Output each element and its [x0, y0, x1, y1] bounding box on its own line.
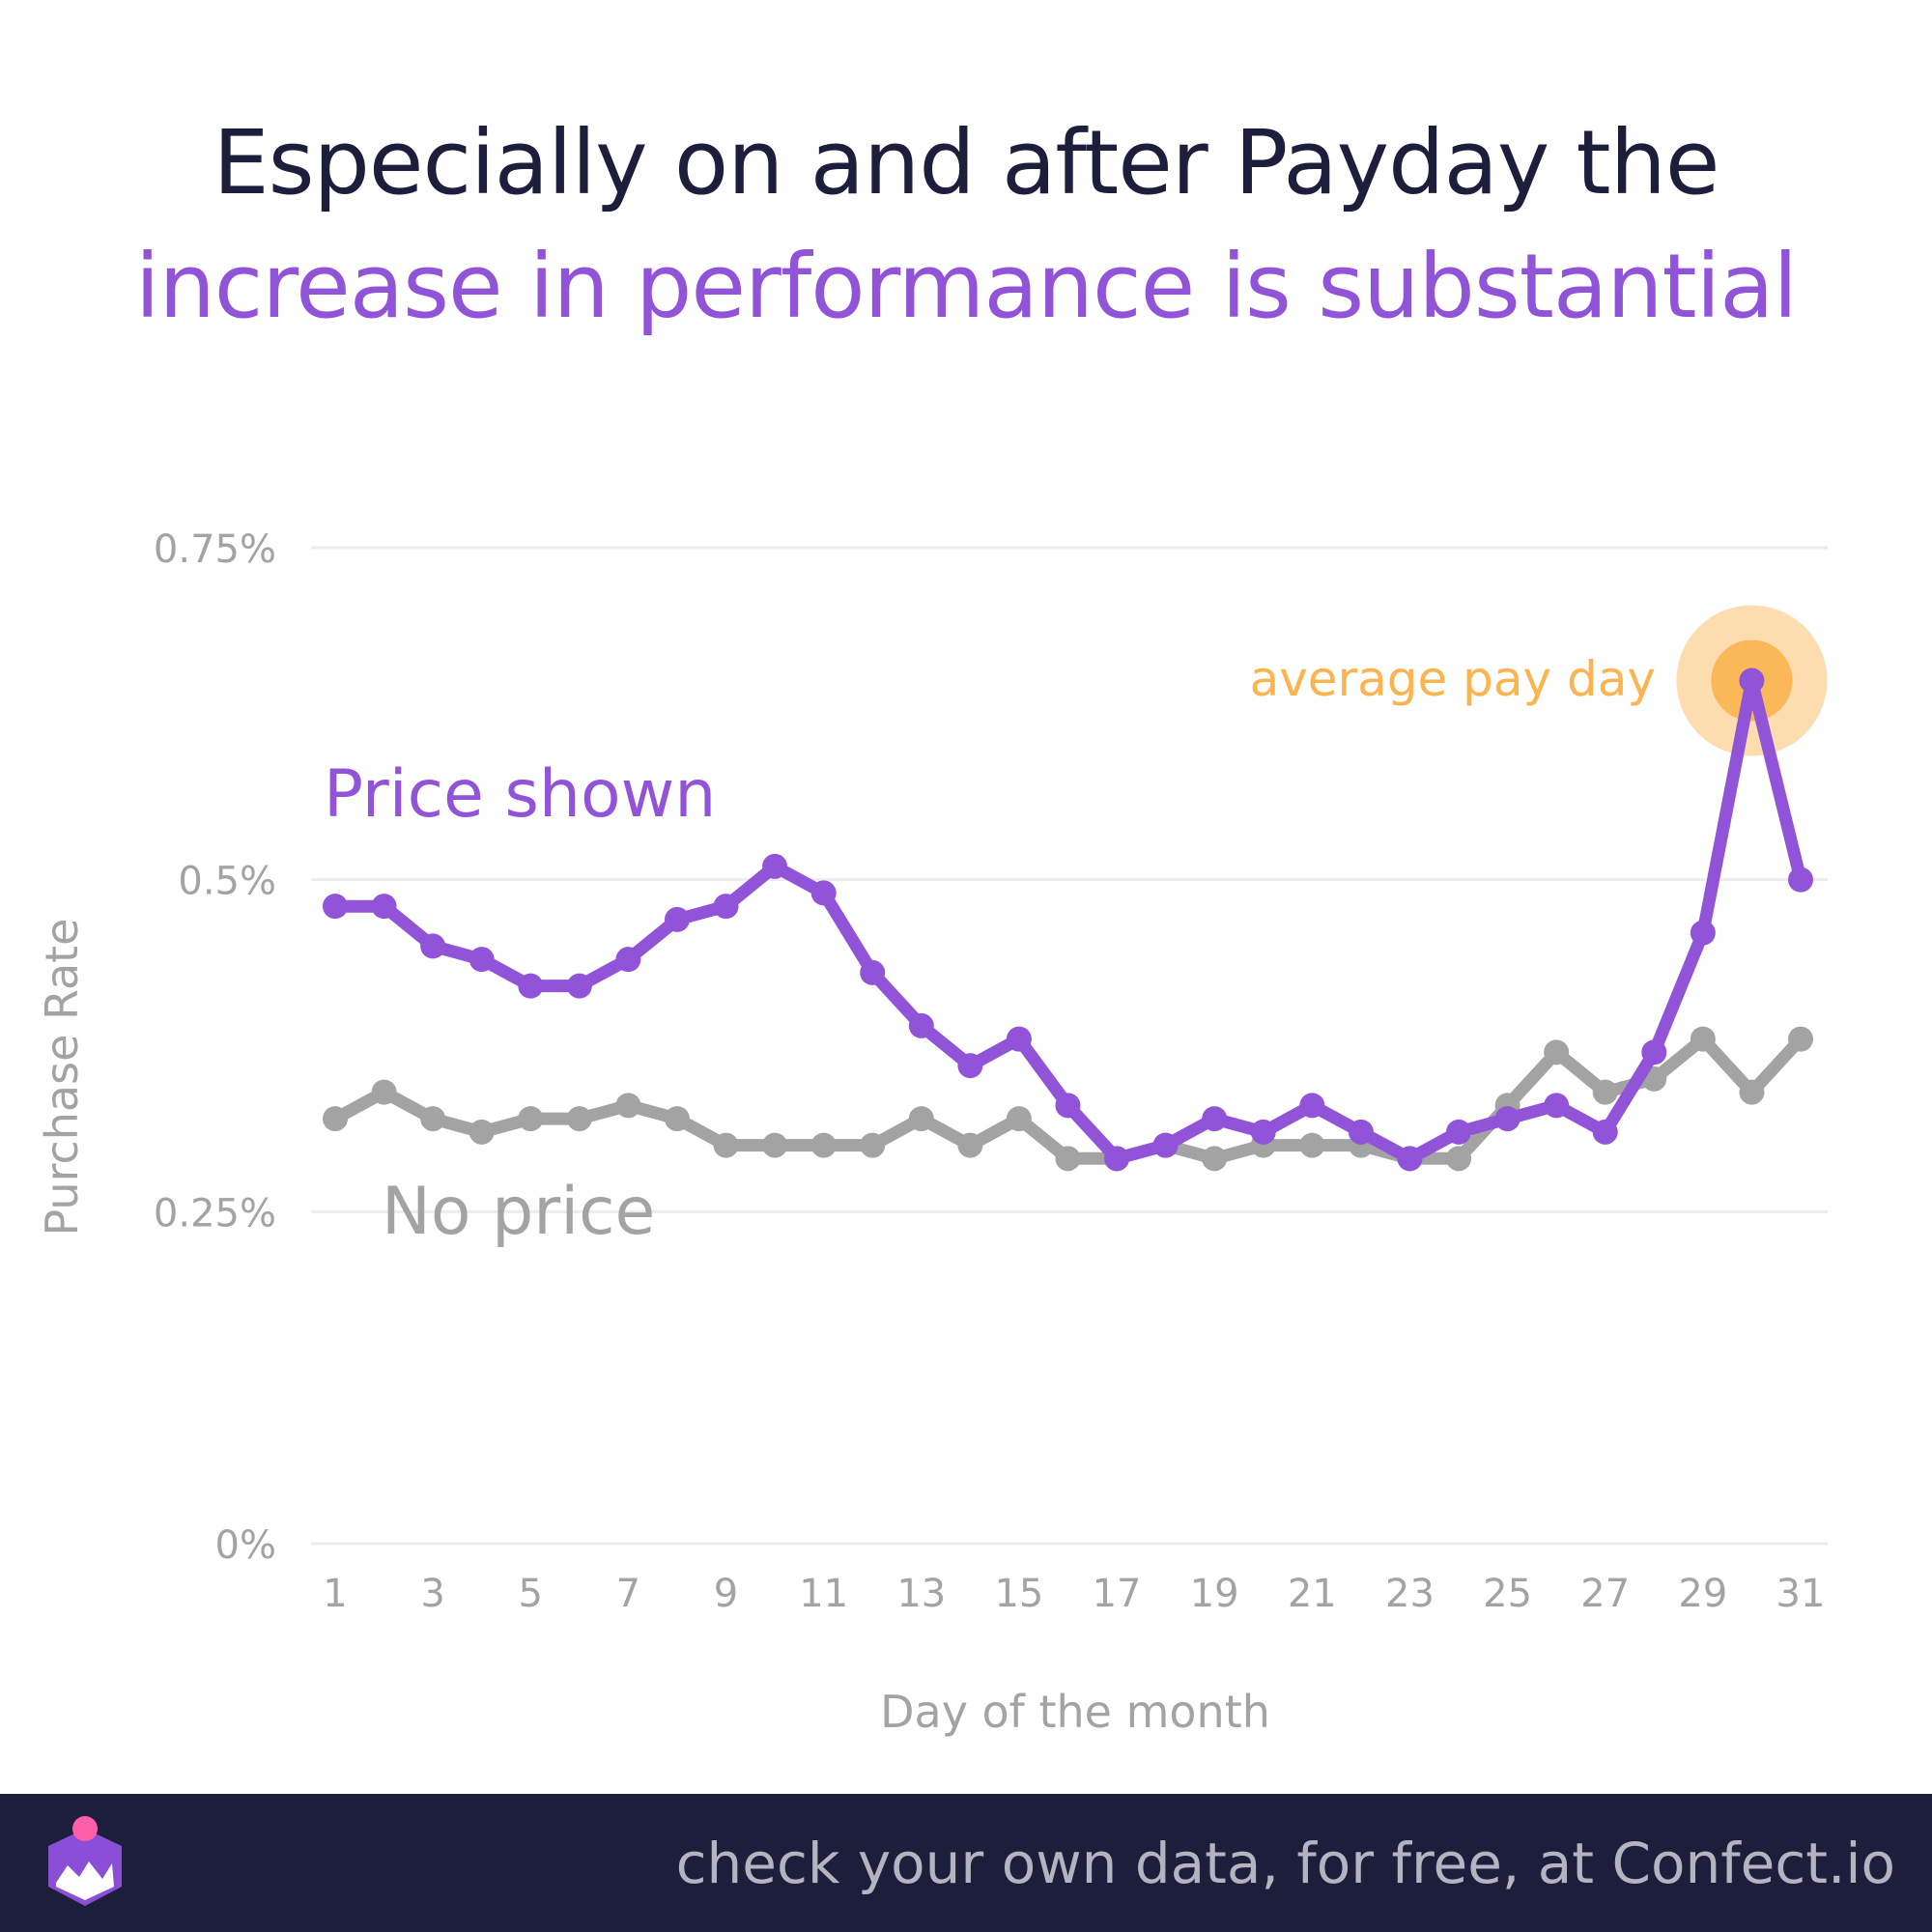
x-tick-label: 19 [1190, 1572, 1239, 1616]
data-point [810, 1132, 837, 1158]
data-point [1592, 1079, 1618, 1105]
data-point [469, 947, 495, 973]
data-point [1788, 1026, 1813, 1052]
title-block: Especially on and after Payday the incre… [0, 101, 1932, 349]
data-point [518, 973, 544, 999]
data-point [1494, 1106, 1520, 1132]
data-point [615, 1093, 641, 1119]
y-tick-label: 0.5% [178, 860, 276, 904]
data-point [1152, 1132, 1179, 1158]
data-point [1006, 1026, 1032, 1052]
x-axis-ticks: 1 3 5 7 9 11 13 15 17 19 21 23 25 27 29 31 [323, 1572, 1825, 1616]
x-tick-label: 29 [1678, 1572, 1727, 1616]
data-point [1446, 1119, 1472, 1145]
x-tick-label: 3 [420, 1572, 444, 1616]
y-axis-ticks: 0% 0.25% 0.5% 0.75% [154, 527, 276, 1568]
series-layer [323, 668, 1813, 1172]
data-point [957, 1132, 983, 1158]
x-tick-label: 11 [799, 1572, 848, 1616]
data-point [518, 1106, 544, 1132]
data-point [1641, 1039, 1667, 1065]
data-point [860, 959, 886, 985]
series-price-shown [323, 668, 1813, 1172]
data-point [1690, 1026, 1716, 1052]
data-point [323, 894, 348, 920]
data-point [1202, 1146, 1228, 1172]
data-point [1739, 1079, 1765, 1105]
data-point [1299, 1093, 1325, 1119]
annotation-average-pay-day: average pay day [1250, 651, 1656, 707]
data-point [713, 1132, 739, 1158]
series-label-no-price: No price [382, 1174, 655, 1250]
line-chart: 0%0.25%0.5%0.75% 1 3 5 7 9 11 13 15 17 19 21 23 25 27… [36, 527, 1828, 1738]
data-point [1739, 668, 1765, 694]
data-point [957, 1053, 983, 1079]
data-point [1544, 1039, 1570, 1065]
data-point [1250, 1119, 1276, 1145]
data-point [323, 1106, 348, 1132]
data-point [1348, 1119, 1374, 1145]
data-point [860, 1132, 886, 1158]
x-tick-label: 21 [1288, 1572, 1337, 1616]
x-axis-label: Day of the month [880, 1686, 1270, 1738]
footer-bar: check your own data, for free, at Confec… [0, 1794, 1932, 1932]
x-tick-label: 5 [519, 1572, 543, 1616]
x-tick-label: 13 [896, 1572, 946, 1616]
data-point [1006, 1106, 1032, 1132]
data-point [566, 973, 592, 999]
data-point [1202, 1106, 1228, 1132]
x-tick-label: 31 [1776, 1572, 1826, 1616]
data-point [1104, 1146, 1130, 1172]
data-point [371, 894, 397, 920]
chart-title-line-1: Especially on and after Payday the [213, 111, 1719, 214]
data-point [469, 1119, 495, 1145]
x-tick-label: 17 [1093, 1572, 1142, 1616]
y-tick-label: 0% [215, 1523, 276, 1568]
data-point [762, 1132, 788, 1158]
data-point [1397, 1146, 1423, 1172]
series-label-price-shown: Price shown [324, 756, 716, 833]
x-tick-label: 23 [1385, 1572, 1435, 1616]
series-line [328, 674, 1807, 1165]
data-point [664, 1106, 690, 1132]
x-tick-label: 9 [714, 1572, 738, 1616]
x-tick-label: 25 [1483, 1572, 1532, 1616]
data-point [908, 1106, 934, 1132]
gridlines [311, 546, 1828, 1546]
chart-title-line-2: increase in performance is substantial [134, 235, 1798, 338]
y-axis-label: Purchase Rate [36, 919, 88, 1236]
data-point [908, 1012, 934, 1038]
footer-cta-text: check your own data, for free, at Confec… [675, 1831, 1895, 1896]
y-tick-label: 0.25% [154, 1191, 276, 1236]
x-tick-label: 7 [616, 1572, 640, 1616]
x-tick-label: 15 [994, 1572, 1043, 1616]
data-point [420, 933, 446, 959]
data-point [1446, 1146, 1472, 1172]
data-point [1055, 1146, 1081, 1172]
data-point [420, 1106, 446, 1132]
x-tick-label: 1 [323, 1572, 347, 1616]
data-point [1055, 1093, 1081, 1119]
data-point [566, 1106, 592, 1132]
data-point [1544, 1093, 1570, 1119]
data-point [664, 906, 690, 932]
data-point [1299, 1132, 1325, 1158]
data-point [810, 880, 837, 906]
data-point [1690, 920, 1716, 946]
data-point [1788, 867, 1813, 893]
data-point [713, 894, 739, 920]
data-point [1592, 1119, 1618, 1145]
y-tick-label: 0.75% [154, 527, 276, 572]
x-tick-label: 27 [1580, 1572, 1630, 1616]
data-point [615, 947, 641, 973]
data-point [762, 853, 788, 879]
confect-logo-icon [48, 1816, 122, 1906]
data-point [371, 1079, 397, 1105]
